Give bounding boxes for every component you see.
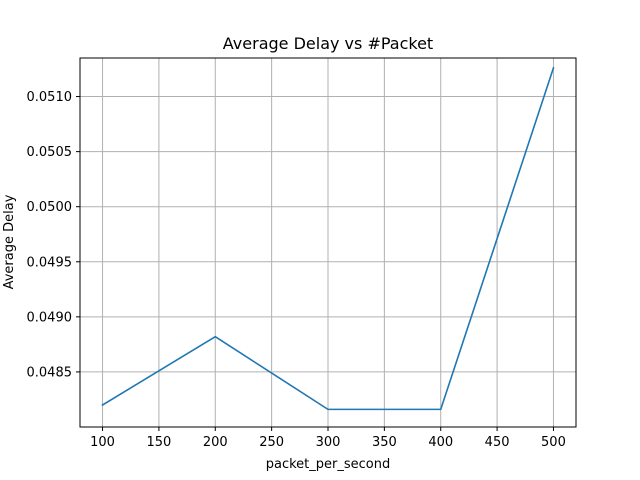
y-tick-label: 0.0510 <box>27 90 73 105</box>
x-tick-label: 300 <box>316 435 341 450</box>
x-axis: 100 150 200 250 300 350 400 450 500 <box>90 427 566 450</box>
x-tick-label: 250 <box>259 435 284 450</box>
y-axis: 0.0485 0.0490 0.0495 0.0500 0.0505 0.0510 <box>27 90 80 380</box>
y-tick-label: 0.0505 <box>27 145 73 160</box>
chart-title: Average Delay vs #Packet <box>223 34 433 53</box>
x-tick-label: 200 <box>203 435 228 450</box>
grid <box>80 58 576 427</box>
y-tick-label: 0.0495 <box>27 255 73 270</box>
x-tick-label: 500 <box>541 435 566 450</box>
x-tick-label: 400 <box>428 435 453 450</box>
x-tick-label: 100 <box>90 435 115 450</box>
y-axis-label: Average Delay <box>2 194 17 289</box>
x-tick-label: 150 <box>146 435 171 450</box>
y-tick-label: 0.0500 <box>27 200 73 215</box>
y-tick-label: 0.0485 <box>27 365 73 380</box>
series-line-0 <box>101 66 555 411</box>
y-tick-label: 0.0490 <box>27 310 73 325</box>
series-layer <box>101 66 555 411</box>
x-tick-label: 450 <box>485 435 510 450</box>
x-axis-label: packet_per_second <box>266 457 390 472</box>
x-tick-label: 350 <box>372 435 397 450</box>
